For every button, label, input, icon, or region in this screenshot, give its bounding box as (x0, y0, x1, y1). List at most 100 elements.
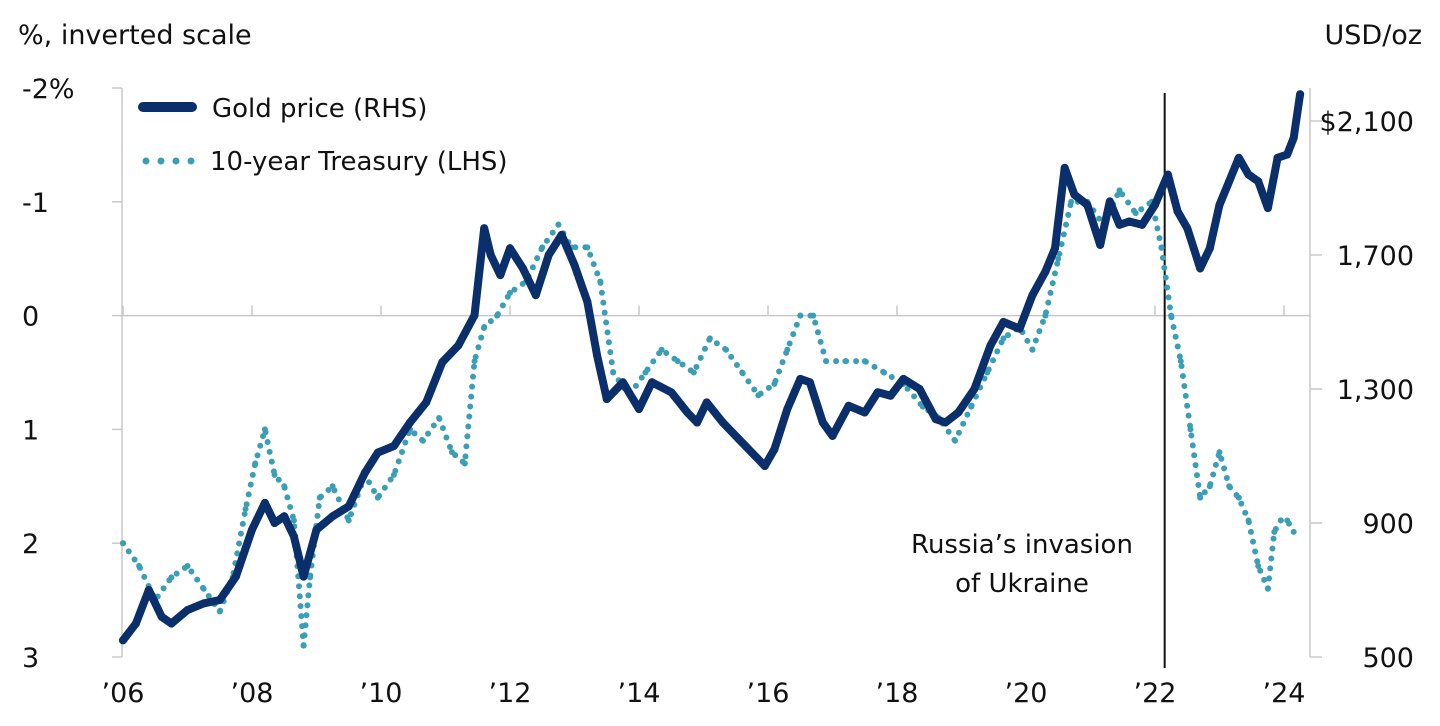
gold-price-point (131, 619, 140, 628)
gold-price-point (1215, 200, 1224, 209)
treasury-yield-point (120, 540, 126, 547)
gold-price-point (486, 251, 495, 259)
left-axis-label: %, inverted scale (18, 20, 252, 51)
treasury-yield-point (1116, 187, 1123, 194)
gold-price-point (1196, 264, 1205, 273)
gold-price-point (702, 398, 711, 407)
treasury-yield-point (584, 244, 591, 251)
treasury-yield-point (329, 483, 336, 490)
treasury-yield-point (755, 392, 762, 399)
gold-price-point (667, 388, 676, 397)
gold-price-point (1051, 244, 1060, 253)
gold-price-point (844, 401, 853, 410)
gold-price-point (231, 572, 240, 581)
gold-price-point (1138, 220, 1147, 229)
treasury-yield-point (1132, 210, 1139, 217)
treasury-yield-point (300, 642, 307, 649)
treasury-yield-point (461, 460, 468, 467)
gold-price-point (1244, 170, 1253, 179)
gold-price-point (828, 431, 837, 440)
right-tick-label: 1,700 (1337, 241, 1414, 272)
gold-price-point (480, 224, 489, 233)
treasury-yield-point (861, 358, 868, 365)
x-tick-label: ’08 (231, 678, 274, 709)
gold-price-point (373, 448, 382, 457)
gold-price-point (248, 525, 256, 534)
gold-price-point (157, 612, 166, 621)
gold-price-point (593, 351, 602, 360)
gold-price-point (1083, 200, 1092, 209)
treasury-yield-point (184, 562, 191, 569)
gold-price-point (183, 606, 192, 615)
treasury-yield-point (823, 358, 830, 365)
x-tick-label: ’12 (489, 678, 532, 709)
gold-price-point (747, 448, 756, 457)
treasury-yield-point (610, 369, 617, 376)
x-tick-label: ’18 (876, 678, 919, 709)
gold-price-point (557, 230, 566, 239)
treasury-yield-point (136, 562, 143, 569)
gold-price-point (496, 271, 505, 280)
gold-price-point (570, 261, 579, 270)
gold-price-point (635, 405, 643, 414)
treasury-yield-point (345, 517, 352, 524)
gold-price-point (970, 385, 979, 393)
treasury-yield-point (1264, 585, 1271, 592)
treasury-yield-point (658, 346, 665, 353)
gold-price-point (1115, 220, 1124, 229)
gold-price-point (215, 596, 224, 605)
gold-price-point (1163, 170, 1172, 179)
treasury-yield-point (1068, 198, 1075, 205)
gold-price-point (1028, 291, 1037, 300)
gold-price-point (167, 619, 176, 628)
gold-price-point (454, 341, 463, 350)
treasury-yield-point (390, 471, 397, 478)
gold-price-point (144, 586, 153, 594)
treasury-yield-point (810, 312, 817, 319)
gold-price-point (518, 264, 527, 273)
gold-price-point (260, 498, 269, 507)
treasury-yield-point (448, 449, 455, 456)
left-tick-label: -2% (22, 74, 75, 105)
x-tick-label: ’16 (747, 678, 790, 709)
gold-price-point (1183, 224, 1192, 233)
treasury-yield-point (481, 323, 488, 330)
right-tick-label: 500 (1362, 643, 1414, 674)
right-tick-label: 900 (1362, 509, 1414, 540)
treasury-yield-point (507, 289, 513, 296)
treasury-yield-point (1235, 494, 1242, 501)
gold-price-point (770, 445, 779, 454)
gold-price-point (734, 435, 743, 444)
gold-price-point (422, 398, 431, 407)
treasury-yield-point (690, 369, 697, 376)
treasury-yield-point (842, 358, 849, 365)
gold-price-point (1205, 244, 1214, 253)
gold-price-point (886, 391, 895, 400)
treasury-yield-point (1284, 517, 1291, 524)
gold-price-point (1015, 324, 1024, 333)
treasury-yield-point (494, 312, 501, 319)
x-tick-label: ’24 (1263, 678, 1306, 709)
x-tick-label: ’14 (618, 678, 661, 709)
right-axis-label: USD/oz (1325, 20, 1422, 51)
gold-price-point (683, 408, 692, 417)
gold-price-point (280, 512, 289, 521)
gold-price-point (1289, 133, 1298, 142)
gold-price-point (899, 374, 908, 383)
treasury-yield-point (1187, 426, 1194, 433)
treasury-yield-point (1029, 346, 1036, 353)
gold-price-point (289, 532, 298, 541)
treasury-yield-point (1197, 494, 1204, 501)
annotation-line2: of Ukraine (955, 569, 1089, 599)
treasury-yield-point (471, 358, 478, 365)
treasury-yield-point (784, 346, 791, 353)
gold-price-point (270, 519, 279, 527)
gold-price-point (1173, 207, 1182, 216)
treasury-yield-point (242, 506, 249, 513)
gold-price-point (602, 395, 611, 404)
treasury-yield-point (706, 335, 713, 342)
treasury-yield-line (120, 187, 1297, 649)
right-tick-label: $2,100 (1320, 107, 1414, 138)
gold-price-point (1263, 204, 1272, 213)
